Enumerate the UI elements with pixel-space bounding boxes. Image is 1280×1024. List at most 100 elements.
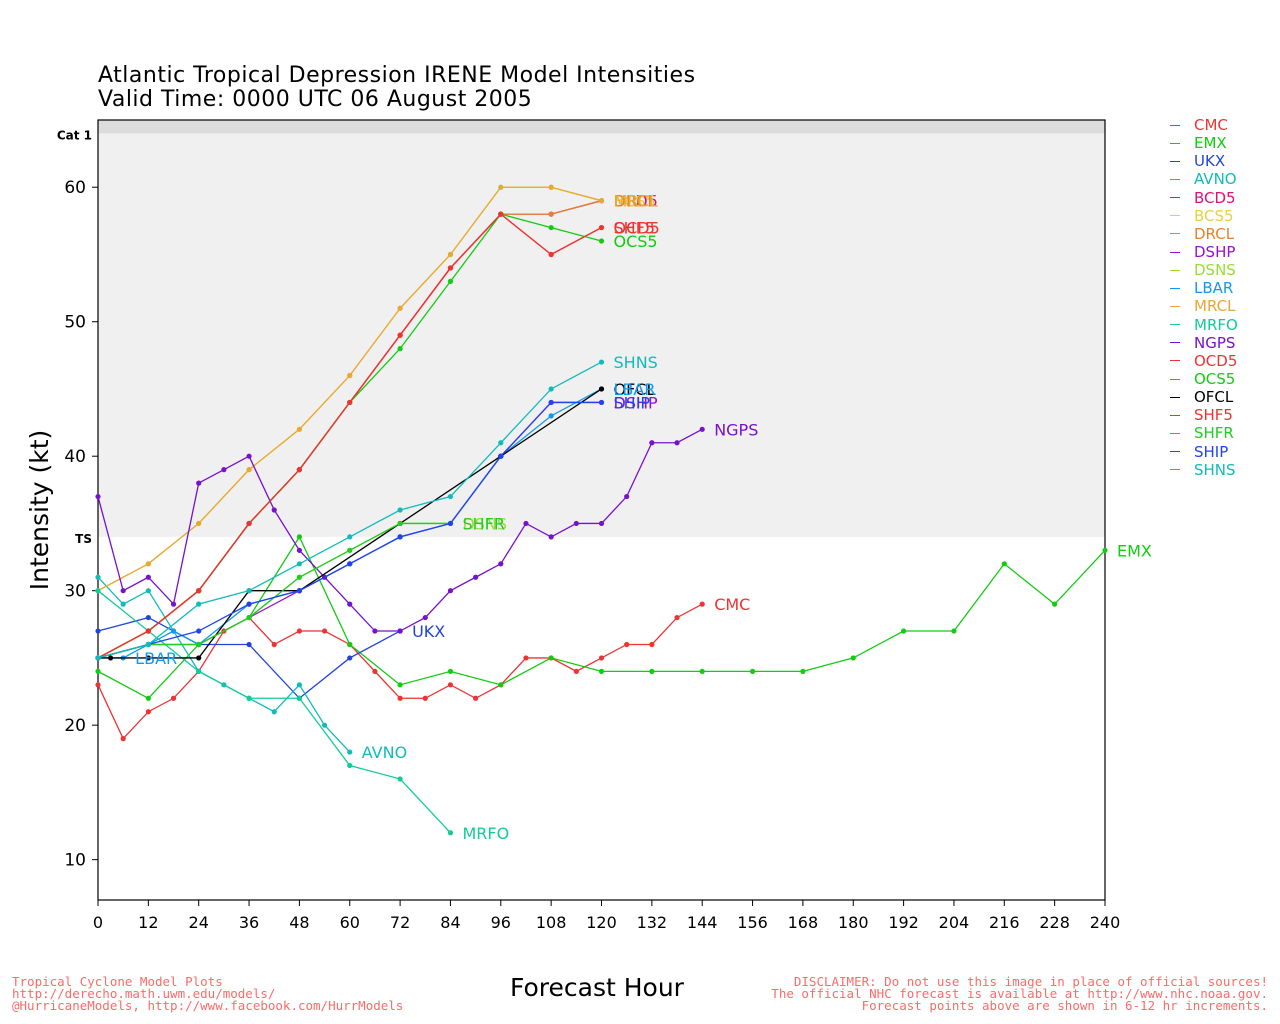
series-point-shf5 (246, 520, 252, 527)
series-point-emx (447, 668, 454, 674)
series-point-shf5 (397, 332, 403, 338)
series-end-label: MRFO (462, 824, 509, 843)
series-point-shns (498, 440, 504, 446)
series-point-ngps (296, 547, 302, 553)
series-point-ocs5 (397, 346, 403, 352)
footer-disclaimer: DISCLAIMER: Do not use this image in pla… (771, 975, 1268, 1012)
series-point-cmc (170, 695, 177, 701)
series-point-ship (598, 399, 605, 406)
x-tick-label: 156 (737, 913, 768, 932)
y-axis-label: Intensity (kt) (25, 430, 54, 591)
legend-item-drcl: DRCL (1170, 225, 1238, 243)
series-point-emx (649, 668, 655, 674)
series-end-label: EMX (1117, 541, 1152, 560)
legend-item-ship: SHIP (1170, 443, 1238, 461)
band-ts (98, 133, 1105, 537)
y-tick-label: 10 (64, 851, 86, 871)
legend-swatch (1170, 324, 1180, 326)
series-point-emx (850, 655, 856, 661)
series-point-emx (95, 668, 101, 674)
series-point-ship (196, 628, 202, 634)
footer-credits-line[interactable]: http://derecho.math.uwm.edu/models/ (12, 986, 276, 1001)
x-tick-label: 12 (138, 913, 158, 932)
series-point-cmc (674, 614, 680, 621)
series-point-shns (296, 561, 302, 567)
x-tick-label: 48 (289, 913, 309, 932)
series-point-ngps (95, 493, 101, 500)
series-end-label: DRCL (614, 192, 657, 211)
legend-item-lbar: LBAR (1170, 279, 1238, 297)
series-point-shfr (296, 574, 302, 580)
legend-label: SHFR (1194, 424, 1234, 443)
x-tick-label: 132 (637, 913, 668, 932)
x-tick-label: 120 (586, 913, 617, 932)
series-point-cmc (271, 641, 277, 648)
series-point-shns (548, 386, 554, 392)
series-point-ship (347, 561, 353, 567)
series-point-cmc (523, 655, 529, 661)
legend-item-mrcl: MRCL (1170, 297, 1238, 315)
legend-label: MRCL (1194, 297, 1236, 316)
footer-credits-line[interactable]: @HurricaneModels, http://www.facebook.co… (12, 998, 404, 1013)
series-point-shns (145, 641, 151, 648)
series-point-shf5 (498, 211, 504, 217)
series-point-emx (598, 668, 605, 674)
x-tick-label: 108 (536, 913, 567, 932)
series-point-ship (296, 588, 302, 594)
legend-label: BCD5 (1194, 188, 1236, 207)
legend-swatch (1170, 305, 1180, 307)
series-point-ship (548, 399, 554, 406)
series-point-ofcl (196, 655, 202, 661)
series-point-emx (951, 628, 957, 634)
series-end-label: DSNS (462, 514, 507, 533)
legend-label: DSNS (1194, 261, 1236, 280)
x-tick-label: 24 (189, 913, 209, 932)
series-point-cmc (397, 695, 403, 701)
legend-item-avno: AVNO (1170, 170, 1238, 188)
series-point-mrfo (397, 776, 403, 782)
series-point-ngps (422, 614, 428, 621)
legend-label: DSHP (1194, 243, 1236, 262)
chart-title-line1: Atlantic Tropical Depression IRENE Model… (98, 63, 696, 88)
legend-item-shns: SHNS (1170, 461, 1238, 479)
series-point-emx (1052, 601, 1058, 607)
series-point-ngps (674, 440, 680, 446)
legend-item-dshp: DSHP (1170, 243, 1238, 261)
series-point-emx (749, 668, 756, 674)
series-end-label: LBAR (135, 649, 177, 668)
legend-swatch (1170, 124, 1180, 126)
legend-swatch (1170, 360, 1180, 362)
series-end-label: SHFR (462, 514, 505, 533)
legend-swatch (1170, 378, 1180, 380)
series-point-shfr (196, 641, 202, 648)
series-point-emx (1102, 547, 1108, 553)
legend-label: SHNS (1194, 460, 1236, 479)
series-point-ngps (649, 440, 655, 446)
series-point-shfr (397, 520, 403, 527)
legend-item-mrfo: MRFO (1170, 316, 1238, 334)
legend-label: MRFO (1194, 315, 1238, 334)
legend-label: CMC (1194, 116, 1228, 135)
series-point-cmc (120, 736, 126, 742)
x-tick-label: 36 (239, 913, 259, 932)
series-point-shfr (246, 614, 252, 621)
legend-swatch (1170, 414, 1180, 416)
series-point-ngps (699, 426, 705, 432)
series-point-emx (1001, 561, 1007, 567)
series-point-ngps (196, 480, 202, 486)
series-point-cmc (573, 668, 579, 674)
series-point-shns (397, 507, 403, 513)
legend: CMC EMX UKX AVNO BCD5 BCS5 DRCL DSHP DSNS LBAR MRC… (1170, 116, 1238, 479)
series-point-ngps (447, 588, 454, 594)
series-point-ngps (473, 574, 479, 580)
legend-item-bcs5: BCS5 (1170, 207, 1238, 225)
series-point-mrcl (397, 305, 403, 311)
x-axis-label: Forecast Hour (510, 973, 684, 1002)
x-tick-label: 192 (888, 913, 919, 932)
x-tick-label: 240 (1090, 913, 1121, 932)
legend-swatch (1170, 215, 1180, 217)
series-point-shf5 (145, 628, 151, 634)
series-point-cmc (145, 709, 151, 715)
x-tick-label: 84 (440, 913, 460, 932)
series-end-label: SHNS (614, 353, 658, 372)
